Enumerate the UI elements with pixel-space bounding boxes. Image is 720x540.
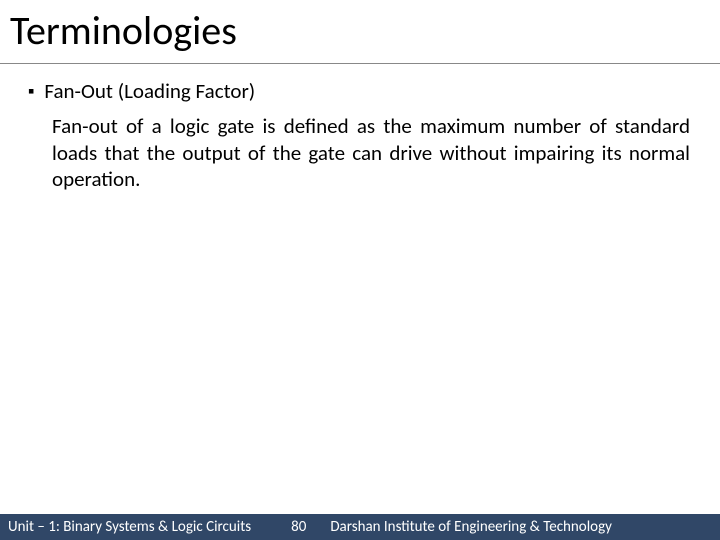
footer-bar: Unit – 1: Binary Systems & Logic Circuit… [0, 514, 720, 540]
footer-page-number: 80 [251, 518, 330, 536]
slide-title: Terminologies [0, 0, 720, 64]
bullet-marker-icon: ▪ [28, 80, 34, 103]
content-area: ▪ Fan-Out (Loading Factor) Fan-out of a … [0, 64, 720, 192]
bullet-item: ▪ Fan-Out (Loading Factor) [28, 78, 692, 105]
bullet-label: Fan-Out (Loading Factor) [44, 78, 255, 105]
footer-institute-label: Darshan Institute of Engineering & Techn… [330, 518, 712, 536]
slide: Terminologies ▪ Fan-Out (Loading Factor)… [0, 0, 720, 540]
body-paragraph: Fan-out of a logic gate is defined as th… [28, 113, 692, 192]
footer-unit-label: Unit – 1: Binary Systems & Logic Circuit… [8, 518, 251, 536]
